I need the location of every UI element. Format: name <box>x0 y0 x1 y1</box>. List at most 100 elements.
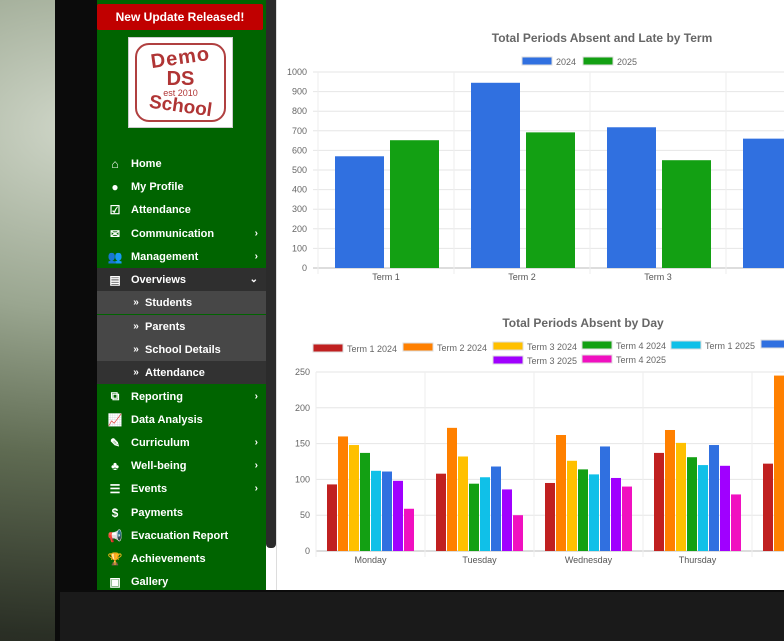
sidebar-item-reporting[interactable]: ⧉ Reporting › <box>97 385 266 408</box>
bar <box>731 494 741 551</box>
sidebar-item-curriculum[interactable]: ✎ Curriculum › <box>97 431 266 454</box>
bar <box>589 474 599 551</box>
bar <box>458 456 468 551</box>
bar <box>447 427 457 551</box>
sidebar-item-label: Overviews <box>131 273 187 286</box>
user-icon: ● <box>111 179 119 194</box>
y-tick-label: 0 <box>305 546 310 556</box>
sidebar-item-label: Data Analysis <box>131 413 203 426</box>
legend-swatch <box>492 341 524 351</box>
sidebar-item-home[interactable]: ⌂ Home <box>97 152 266 175</box>
sidebar-item-data-analysis[interactable]: 📈 Data Analysis <box>97 408 266 431</box>
y-tick-label: 50 <box>300 510 310 520</box>
sidebar-item-label: My Profile <box>131 180 184 193</box>
sidebar-item-label: Well-being <box>131 459 187 472</box>
bar <box>698 465 708 551</box>
bar <box>709 445 719 551</box>
y-tick-label: 900 <box>292 87 307 97</box>
chart-title: Total Periods Absent by Day <box>502 316 664 330</box>
sidebar-item-evacuation-report[interactable]: 📢 Evacuation Report <box>97 524 266 547</box>
sidebar-item-overviews[interactable]: ▤ Overviews ⌄ <box>97 268 266 291</box>
legend-swatch <box>312 343 344 353</box>
sidebar-item-gallery[interactable]: ▣ Gallery <box>97 570 266 590</box>
x-tick-label: Tuesday <box>462 555 497 565</box>
chevron-right-icon: › <box>254 391 258 402</box>
bar <box>607 127 656 268</box>
legend-label: Term 1 2024 <box>347 344 397 354</box>
legend-label: 2024 <box>556 57 576 67</box>
sidebar-item-label: Communication <box>131 227 215 240</box>
bar <box>622 486 632 551</box>
sidebar-item-events[interactable]: ☰ Events › <box>97 477 266 500</box>
sidebar-item-attendance[interactable]: ☑ Attendance <box>97 198 266 221</box>
sidebar-item-well-being[interactable]: ♣ Well-being › <box>97 454 266 477</box>
y-tick-label: 400 <box>292 185 307 195</box>
y-tick-label: 200 <box>292 224 307 234</box>
legend-label: Term 4 2025 <box>616 355 666 365</box>
y-tick-label: 100 <box>295 474 310 484</box>
sidebar-item-attendance-overview[interactable]: » Attendance <box>97 361 266 384</box>
sidebar-item-achievements[interactable]: 🏆 Achievements <box>97 547 266 570</box>
sidebar-item-management[interactable]: 👥 Management › <box>97 245 266 268</box>
screen: New Update Released! Demo DS est 2010 Sc… <box>97 0 784 590</box>
megaphone-icon: 📢 <box>107 528 123 543</box>
sidebar-item-label: Management <box>131 250 199 263</box>
legend-swatch <box>581 340 613 350</box>
bar <box>676 442 686 551</box>
events-icon: ☰ <box>109 481 121 496</box>
y-tick-label: 100 <box>292 243 307 253</box>
legend-label: Term 4 2024 <box>616 341 666 351</box>
logo-text: DS <box>166 68 195 90</box>
bar <box>469 483 479 551</box>
bar <box>545 482 555 551</box>
sidebar-item-label: Attendance <box>145 366 205 379</box>
legend-swatch <box>402 342 434 352</box>
y-tick-label: 150 <box>295 439 310 449</box>
x-tick-label: Wednesday <box>565 555 613 565</box>
sidebar-item-label: Achievements <box>131 552 206 565</box>
y-tick-label: 300 <box>292 204 307 214</box>
bar <box>600 446 610 551</box>
legend-swatch <box>582 56 614 66</box>
legend-label: Term 2 2024 <box>437 343 487 353</box>
x-tick-label: Monday <box>354 555 387 565</box>
bar <box>687 457 697 551</box>
y-tick-label: 0 <box>302 263 307 273</box>
update-banner[interactable]: New Update Released! <box>97 4 263 30</box>
y-tick-label: 200 <box>295 403 310 413</box>
bar <box>662 160 711 268</box>
chevron-right-icon: › <box>254 437 258 448</box>
checkbox-icon: ☑ <box>109 202 121 217</box>
y-tick-label: 500 <box>292 165 307 175</box>
bar <box>567 460 577 551</box>
legend-label: Term 3 2025 <box>527 356 577 366</box>
logo-text: est 2010 <box>163 88 198 98</box>
bar <box>502 489 512 551</box>
bar <box>763 463 773 551</box>
sidebar-item-label: Curriculum <box>131 436 190 449</box>
double-chevron-icon: » <box>133 297 139 308</box>
sidebar-item-school-details[interactable]: » School Details <box>97 338 266 361</box>
chevron-right-icon: › <box>254 483 258 494</box>
sidebar-scrollbar[interactable] <box>266 0 276 548</box>
sidebar-item-my-profile[interactable]: ● My Profile <box>97 175 266 198</box>
chart-title: Total Periods Absent and Late by Term <box>491 31 713 45</box>
sidebar-item-label: Home <box>131 157 162 170</box>
sidebar-item-students[interactable]: » Students <box>97 291 266 314</box>
sidebar-item-payments[interactable]: $ Payments <box>97 501 266 524</box>
bar <box>404 508 414 551</box>
bar <box>393 480 403 551</box>
bar <box>491 466 501 551</box>
school-logo[interactable]: Demo DS est 2010 School <box>128 37 233 128</box>
double-chevron-icon: » <box>133 321 139 332</box>
main-content: Total Periods Absent and Late by Term To… <box>276 0 784 590</box>
bar <box>774 375 784 551</box>
dollar-icon: $ <box>111 505 119 520</box>
sidebar-item-communication[interactable]: ✉ Communication › <box>97 222 266 245</box>
y-tick-label: 800 <box>292 106 307 116</box>
sidebar-item-label: School Details <box>145 343 221 356</box>
legend-swatch <box>492 355 524 365</box>
bar <box>471 82 520 268</box>
legend-swatch <box>760 339 784 349</box>
sidebar-item-parents[interactable]: » Parents <box>97 315 266 338</box>
